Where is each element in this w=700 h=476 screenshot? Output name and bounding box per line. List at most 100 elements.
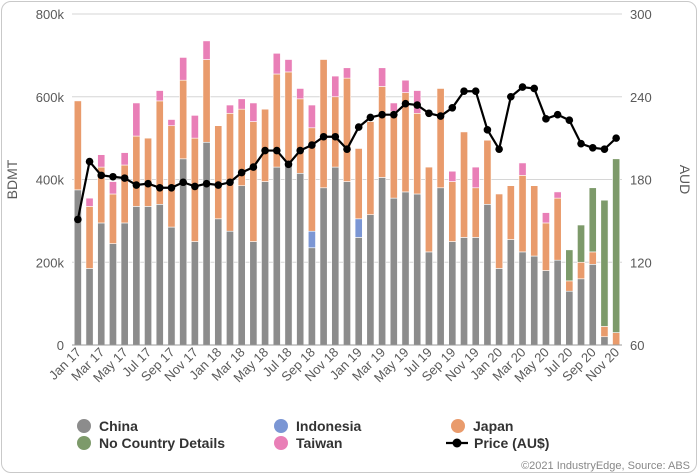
bar-segment-china bbox=[460, 237, 468, 346]
bar-segment-china bbox=[483, 204, 492, 346]
bar-segment-taiwan bbox=[167, 119, 176, 127]
bar-segment-china bbox=[85, 268, 94, 346]
price-point bbox=[237, 168, 246, 177]
price-point bbox=[366, 113, 375, 122]
bar-segment-china bbox=[436, 187, 445, 346]
price-point bbox=[588, 143, 597, 152]
bar-segment-china bbox=[331, 166, 340, 346]
price-point bbox=[507, 92, 515, 101]
bar-segment-china bbox=[366, 214, 375, 346]
price-point bbox=[401, 99, 410, 108]
bar-segment-japan bbox=[436, 88, 445, 189]
price-point bbox=[542, 115, 550, 123]
bar-segment-japan bbox=[366, 121, 375, 215]
bar-segment-taiwan bbox=[226, 104, 234, 114]
bar-segment-china bbox=[249, 241, 258, 346]
bar-segment-taiwan bbox=[97, 154, 106, 168]
y-tick-label: 800k bbox=[36, 7, 65, 22]
bar-segment-japan bbox=[319, 59, 328, 189]
price-point bbox=[202, 179, 211, 188]
bar-segment-china bbox=[132, 206, 141, 346]
price-line-group bbox=[74, 83, 620, 224]
y-right-tick-label: 300 bbox=[630, 7, 652, 22]
bar-segment-china bbox=[553, 259, 562, 346]
bar-segment-taiwan bbox=[389, 102, 398, 112]
bar-segment-china bbox=[401, 191, 410, 346]
bar-segment-japan bbox=[530, 185, 539, 257]
price-point bbox=[308, 141, 316, 149]
price-point bbox=[518, 83, 527, 91]
bar-segment-japan bbox=[378, 86, 387, 178]
price-point bbox=[600, 145, 609, 153]
price-point bbox=[354, 123, 363, 131]
y-axis-title: BDMT bbox=[4, 159, 20, 199]
bar-segment-japan bbox=[495, 193, 504, 269]
legend-swatch bbox=[77, 436, 91, 450]
bar-segment-taiwan bbox=[471, 166, 480, 189]
bar-segment-japan bbox=[226, 113, 234, 232]
bar-segment-china bbox=[319, 187, 328, 346]
price-point bbox=[296, 146, 304, 155]
bar-segment-japan bbox=[109, 193, 117, 244]
bar-segment-japan bbox=[249, 121, 258, 242]
price-point bbox=[167, 183, 176, 192]
bar-segment-china bbox=[448, 241, 457, 346]
price-point bbox=[483, 126, 492, 134]
price-point bbox=[97, 171, 106, 180]
legend-label: Taiwan bbox=[296, 435, 342, 451]
bar-segment-china bbox=[109, 243, 117, 346]
price-point bbox=[284, 160, 293, 169]
bar-segment-china bbox=[471, 237, 480, 346]
bar-segment-china bbox=[296, 172, 305, 346]
bars bbox=[73, 40, 621, 346]
bar-segment-taiwan bbox=[378, 67, 387, 87]
price-point bbox=[120, 174, 129, 182]
bar-segment-taiwan bbox=[448, 170, 457, 182]
price-point bbox=[378, 110, 386, 119]
bar-segment-no-country-details bbox=[588, 187, 597, 253]
bar-segment-japan bbox=[471, 187, 480, 238]
bar-segment-china bbox=[518, 251, 527, 346]
bar-segment-taiwan bbox=[132, 102, 141, 137]
price-point bbox=[390, 110, 398, 119]
bar-segment-china bbox=[307, 247, 316, 346]
y-right-tick-label: 180 bbox=[630, 173, 652, 188]
y-tick-label: 400k bbox=[36, 173, 65, 188]
price-point bbox=[261, 146, 269, 155]
price-point bbox=[331, 132, 340, 141]
price-point bbox=[565, 116, 574, 124]
bar-segment-china bbox=[506, 239, 515, 346]
bar-segment-japan bbox=[120, 164, 129, 224]
price-point bbox=[85, 157, 94, 166]
bar-segment-china bbox=[97, 222, 106, 346]
bar-segment-no-country-details bbox=[577, 224, 585, 263]
bar-segment-indonesia bbox=[354, 218, 363, 238]
bar-segment-china bbox=[577, 278, 585, 346]
bar-segment-china bbox=[424, 251, 433, 346]
y-right-tick-label: 240 bbox=[630, 90, 652, 105]
price-point bbox=[226, 178, 234, 187]
price-point bbox=[132, 181, 141, 189]
bar-segment-japan bbox=[331, 96, 340, 168]
bar-segment-no-country-details bbox=[600, 199, 609, 327]
bar-segment-japan bbox=[85, 206, 94, 269]
bar-segment-indonesia bbox=[307, 230, 316, 249]
price-point bbox=[448, 103, 457, 112]
legend-swatch bbox=[274, 436, 288, 450]
price-point bbox=[530, 84, 539, 93]
bar-segment-japan bbox=[483, 139, 492, 205]
footer-credit: ©2021 IndustryEdge, Source: ABS bbox=[521, 460, 690, 472]
y-right-tick-label: 60 bbox=[630, 338, 644, 353]
bar-segment-taiwan bbox=[190, 115, 199, 139]
bar-segment-japan bbox=[413, 113, 422, 195]
legend-line-marker bbox=[452, 438, 462, 448]
bar-segment-taiwan bbox=[296, 88, 305, 100]
bar-segment-japan bbox=[343, 77, 351, 182]
legend-label: Japan bbox=[473, 418, 513, 434]
legend-label: Price (AU$) bbox=[474, 435, 549, 451]
bar-segment-japan bbox=[460, 131, 468, 238]
bar-segment-taiwan bbox=[249, 102, 258, 122]
price-point bbox=[249, 163, 258, 171]
price-point bbox=[436, 112, 445, 120]
